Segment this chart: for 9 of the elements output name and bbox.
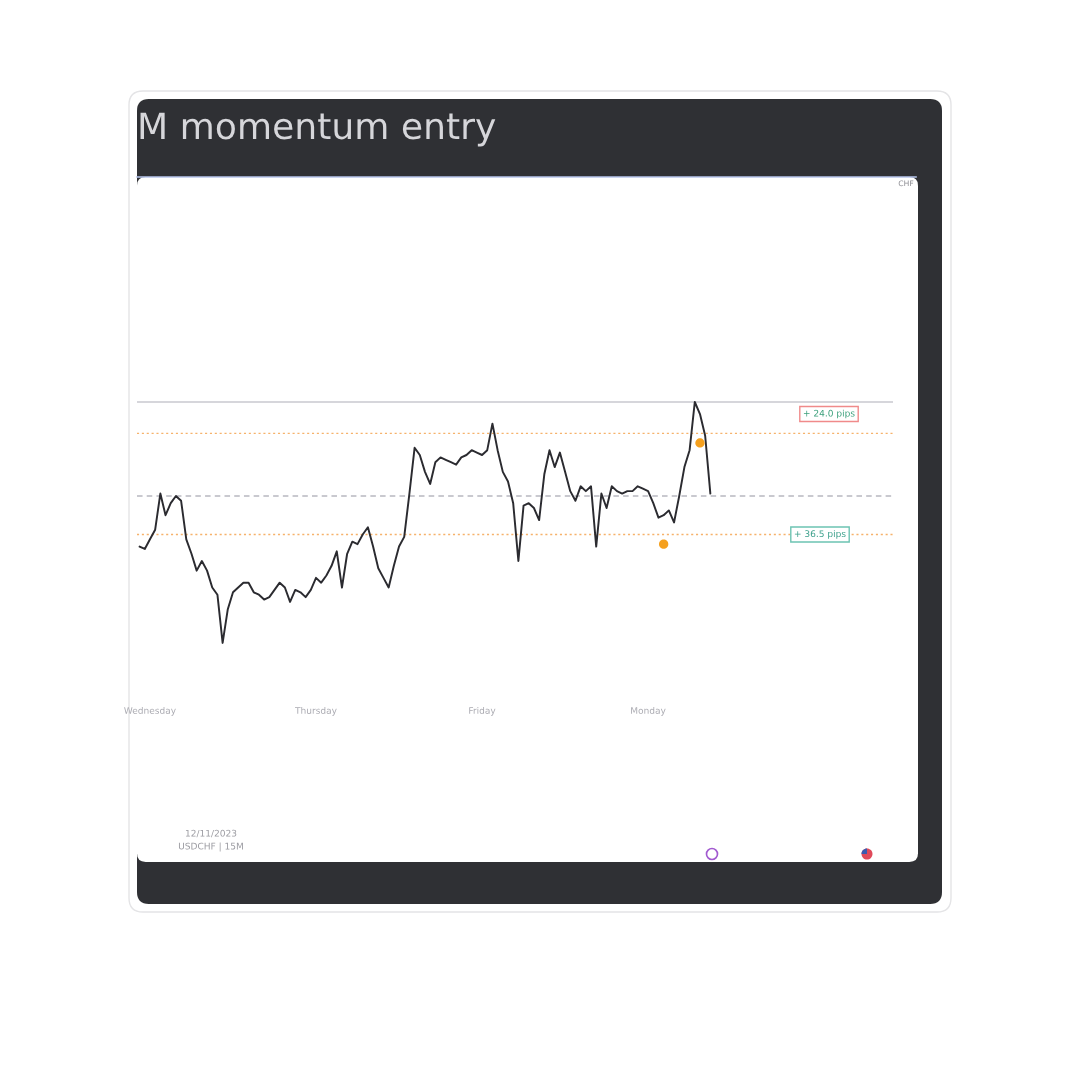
x-tick-label: Friday xyxy=(469,706,496,716)
chart-title: M momentum entry xyxy=(140,112,496,147)
annotation: + 36.5 pips xyxy=(794,530,846,539)
text: 12/11/2023 xyxy=(185,829,237,838)
text: USDCHF | 15M xyxy=(178,842,243,852)
x-tick-label: Monday xyxy=(631,706,666,716)
x-tick-label: Wednesday xyxy=(124,706,176,716)
text: + 24.0 pips xyxy=(803,409,855,419)
x-tick-label: Thursday xyxy=(295,706,337,716)
